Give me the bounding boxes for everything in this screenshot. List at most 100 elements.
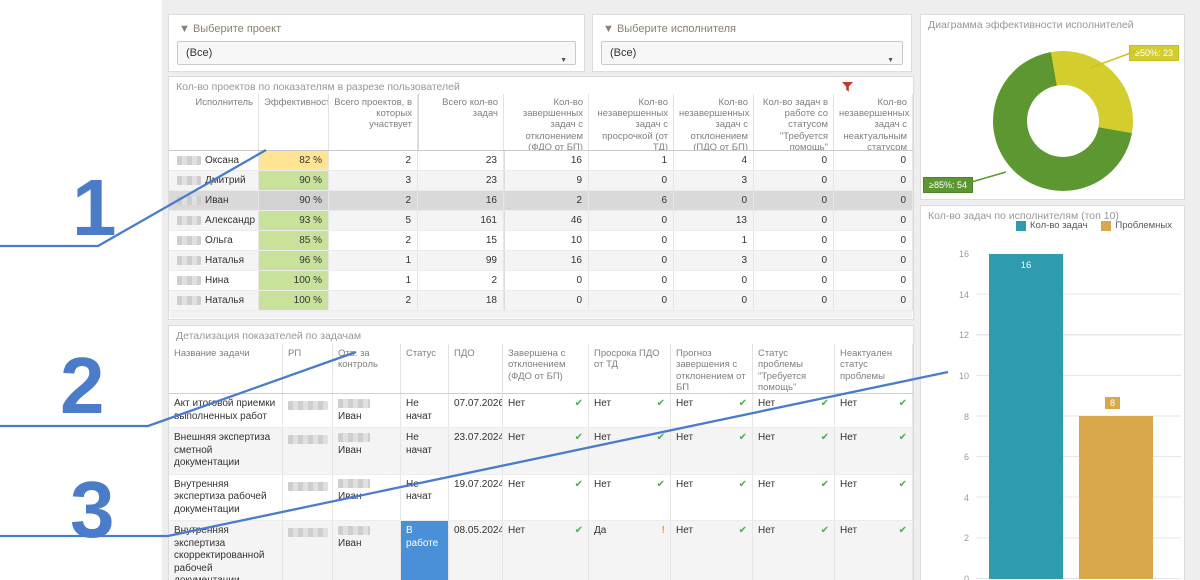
- annotation-number-2: 2: [60, 341, 105, 430]
- rp-cell: [283, 474, 333, 520]
- redacted-surname: [338, 479, 370, 489]
- task-name-cell: Внешняя экспертиза сметной документации: [169, 428, 283, 474]
- efficiency-cell: 100 %: [259, 291, 329, 310]
- efficiency-donut-chart[interactable]: [993, 51, 1133, 191]
- flag-icon: ✔: [738, 478, 747, 490]
- donut-chart-title: Диаграмма эффективности исполнителей: [928, 19, 1134, 31]
- flag-icon: !: [661, 525, 665, 536]
- flag-icon: ✔: [898, 398, 907, 409]
- project-filter-dropdown[interactable]: (Все) ▼: [177, 41, 576, 65]
- pdo-date-cell: 23.07.2024: [449, 428, 503, 474]
- table-row[interactable]: Наталья 100 % 2 18 0 0 0 0 0: [169, 291, 913, 311]
- legend-item-tasks[interactable]: Кол-во задач: [1016, 220, 1087, 231]
- executor-filter-value: (Все): [610, 47, 637, 59]
- summary-table-panel: Кол-во проектов по показателям в разрезе…: [168, 76, 914, 320]
- overdue-cell: 0: [589, 271, 674, 290]
- table-row[interactable]: Нина 100 % 1 2 0 0 0 0 0: [169, 271, 913, 291]
- horizontal-scrollbar[interactable]: [170, 311, 912, 318]
- redacted-name: [288, 481, 328, 491]
- table-row[interactable]: Дмитрий 90 % 3 23 9 0 3 0 0: [169, 171, 913, 191]
- table-row[interactable]: Акт итоговой приемки выполненных работ И…: [169, 394, 913, 428]
- legend-swatch-teal: [1016, 220, 1027, 231]
- status-badge: Не начат: [406, 432, 432, 456]
- tasks-bar[interactable]: 16: [989, 254, 1063, 579]
- problems-bar[interactable]: [1079, 416, 1153, 579]
- overdue-cell: 6: [589, 191, 674, 210]
- y-tick-label: 10: [958, 370, 969, 381]
- controller-cell: Иван: [333, 394, 401, 427]
- column-header: ПДО: [449, 344, 503, 393]
- tasks-count-cell: 2: [418, 271, 504, 290]
- redacted-surname: [338, 432, 370, 442]
- completed-deviation-cell: 2: [504, 191, 589, 210]
- tasks-count-cell: 161: [418, 211, 504, 230]
- completed-deviation-flag: Нет ✔: [503, 474, 589, 520]
- status-badge: Не начат: [406, 398, 432, 422]
- y-tick-label: 4: [963, 492, 969, 503]
- summary-table-title: Кол-во проектов по показателям в разрезе…: [176, 81, 460, 93]
- column-header: Статус: [401, 344, 449, 393]
- stale-status-flag: Нет ✔: [835, 428, 913, 474]
- pdo-deviation-cell: 0: [674, 271, 754, 290]
- completed-deviation-flag: Нет ✔: [503, 394, 589, 427]
- flag-icon: ✔: [574, 398, 583, 409]
- table-row[interactable]: Внешняя экспертиза сметной документации …: [169, 428, 913, 475]
- redacted-name: [288, 528, 328, 537]
- completed-deviation-cell: 16: [504, 151, 589, 170]
- legend-item-problems[interactable]: Проблемных: [1101, 220, 1172, 231]
- project-filter-panel: ▼ Выберите проект (Все) ▼: [168, 14, 585, 72]
- efficiency-cell: 96 %: [259, 251, 329, 270]
- flag-icon: ✔: [656, 478, 665, 490]
- flag-icon: ✔: [820, 478, 829, 490]
- column-header: РП: [283, 344, 333, 393]
- filter-icon[interactable]: [842, 82, 853, 94]
- flag-icon: ✔: [738, 398, 747, 409]
- y-tick-label: 2: [963, 533, 969, 544]
- project-filter-label: ▼ Выберите проект: [179, 23, 282, 35]
- help-status-flag: Нет ✔: [753, 521, 835, 580]
- help-needed-cell: 0: [754, 291, 834, 310]
- pdo-deviation-cell: 1: [674, 231, 754, 250]
- table-row[interactable]: Наталья 96 % 1 99 16 0 3 0 0: [169, 251, 913, 271]
- stale-problem-cell: 0: [834, 151, 913, 170]
- flag-icon: ✔: [898, 525, 907, 536]
- y-tick-label: 0: [963, 574, 969, 580]
- efficiency-cell: 90 %: [259, 191, 329, 210]
- forecast-deviation-flag: Нет ✔: [671, 394, 753, 427]
- column-header: Кол-во незавершенных задач с просрочкой …: [589, 94, 674, 150]
- tasks-count-cell: 23: [418, 171, 504, 190]
- efficiency-cell: 82 %: [259, 151, 329, 170]
- stale-status-flag: Нет ✔: [835, 474, 913, 520]
- table-row[interactable]: Иван 90 % 2 16 2 6 0 0 0: [169, 191, 913, 211]
- detail-table-body: Акт итоговой приемки выполненных работ И…: [169, 394, 913, 580]
- overdue-flag: Нет ✔: [589, 394, 671, 427]
- stale-problem-cell: 0: [834, 211, 913, 230]
- rp-cell: [283, 521, 333, 580]
- executor-filter-dropdown[interactable]: (Все) ▼: [601, 41, 903, 65]
- column-header: Статус проблемы "Требуется помощь": [753, 344, 835, 393]
- table-row[interactable]: Внутренняя экспертиза рабочей документац…: [169, 474, 913, 521]
- detail-table-title: Детализация показателей по задачам: [176, 330, 362, 342]
- projects-count-cell: 2: [329, 291, 418, 310]
- column-header: Кол-во задач в работе со статусом "Требу…: [754, 94, 834, 150]
- table-row[interactable]: Ольга 85 % 2 15 10 0 1 0 0: [169, 231, 913, 251]
- help-needed-cell: 0: [754, 191, 834, 210]
- y-tick-label: 8: [963, 411, 969, 422]
- summary-table-header: Исполнитель Эффективность Всего проектов, …: [169, 94, 913, 151]
- table-row[interactable]: Внутренняя экспертиза скорректированной …: [169, 521, 913, 580]
- executor-filter-label: ▼ Выберите исполнителя: [603, 23, 736, 35]
- help-needed-cell: 0: [754, 231, 834, 250]
- forecast-deviation-flag: Нет ✔: [671, 474, 753, 520]
- executor-cell: Иван: [169, 191, 259, 210]
- y-axis-ticks: 16 14 12 10 8 6 4 2 0: [939, 249, 969, 580]
- detail-table-header: Название задачи РП Отв. за контроль Статус П…: [169, 344, 913, 394]
- redacted-surname: [177, 275, 201, 285]
- table-row[interactable]: Александр 93 % 5 161 46 0 13 0 0: [169, 211, 913, 231]
- flag-icon: ✔: [574, 478, 583, 490]
- summary-table-body: Оксана 82 % 2 23 16 1 4 0 0 Дмитрий 90 %…: [169, 151, 913, 311]
- table-row[interactable]: Оксана 82 % 2 23 16 1 4 0 0: [169, 151, 913, 171]
- column-header: Отв. за контроль: [333, 344, 401, 393]
- overdue-cell: 0: [589, 211, 674, 230]
- executor-cell: Наталья: [169, 291, 259, 310]
